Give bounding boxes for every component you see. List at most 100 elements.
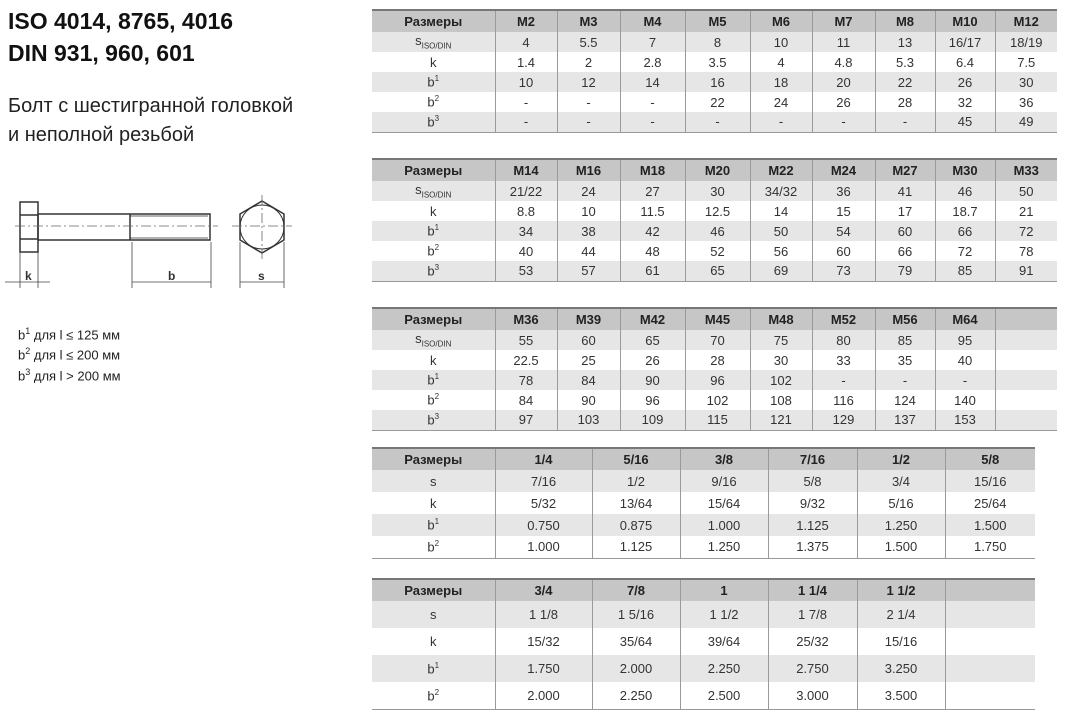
header-cell: M45 (684, 307, 750, 330)
value-cell: 40 (934, 350, 995, 370)
header-cell: 5/8 (944, 447, 1035, 470)
note-item: b1 для l ≤ 125 мм (18, 326, 121, 343)
value-cell (994, 350, 1057, 370)
label-s: s (258, 269, 265, 283)
value-cell: 3.250 (856, 655, 945, 682)
value-cell: 96 (619, 390, 685, 410)
value-cell: 1.000 (494, 536, 592, 559)
standard-din: DIN 931, 960, 601 (8, 40, 195, 66)
value-cell: 9/16 (679, 470, 768, 492)
value-cell: 55 (494, 330, 557, 350)
table-row: s 7/16 1/2 9/16 5/8 3/4 15/16 (372, 470, 1035, 492)
value-cell: 1.000 (679, 514, 768, 536)
value-cell: 84 (494, 390, 557, 410)
value-cell: 30 (684, 181, 750, 201)
value-cell: 5/32 (494, 492, 592, 514)
value-cell: - (619, 112, 685, 133)
value-cell: 2.250 (679, 655, 768, 682)
size-table: Размеры M14 M16 M18 M20 M22 M24 M27 M30 M33 sISO/D… (372, 158, 1057, 282)
value-cell: 115 (684, 410, 750, 431)
value-cell: 18/19 (994, 32, 1057, 52)
value-cell: 79 (874, 261, 935, 282)
table-row: k 8.8 10 11.5 12.5 14 15 17 18.7 21 (372, 201, 1057, 221)
table-row: b1 10 12 14 16 18 20 22 26 30 (372, 72, 1057, 92)
value-cell: 49 (994, 112, 1057, 133)
value-cell: 40 (494, 241, 557, 261)
value-cell: 15/64 (679, 492, 768, 514)
value-cell: 1.250 (856, 514, 945, 536)
value-cell (994, 390, 1057, 410)
value-cell: 69 (749, 261, 812, 282)
standard-iso: ISO 4014, 8765, 4016 (8, 8, 234, 34)
value-cell: 10 (494, 72, 557, 92)
note-item: b3 для l > 200 мм (18, 366, 121, 383)
table-header: Размеры 1/4 5/16 3/8 7/16 1/2 5/8 (372, 447, 1035, 470)
header-cell: 7/16 (767, 447, 857, 470)
value-cell: 45 (934, 112, 995, 133)
value-cell: 15/32 (494, 628, 592, 655)
value-cell: 16 (684, 72, 750, 92)
value-cell: 15/16 (944, 470, 1035, 492)
header-cell: Размеры (372, 447, 495, 470)
value-cell: 137 (874, 410, 935, 431)
value-cell: 12 (556, 72, 620, 92)
header-cell: 3/4 (494, 578, 592, 601)
value-cell: 48 (619, 241, 685, 261)
header-cell: Размеры (372, 158, 495, 181)
table-row: b1 78 84 90 96 102- - - (372, 370, 1057, 390)
row-label: sISO/DIN (372, 32, 495, 52)
value-cell: 57 (556, 261, 620, 282)
value-cell: 22 (684, 92, 750, 112)
value-cell: 56 (749, 241, 812, 261)
bolt-drawing: k b s (5, 195, 292, 288)
value-cell: 50 (749, 221, 812, 241)
value-cell: 109 (619, 410, 685, 431)
value-cell: - (934, 370, 995, 390)
value-cell: 6.4 (934, 52, 995, 72)
row-label: b2 (427, 243, 440, 259)
value-cell: 15 (811, 201, 875, 221)
value-cell: 9/32 (767, 492, 857, 514)
thread-length-notes: b1 для l ≤ 125 мм b2 для l ≤ 200 мм b3 д… (18, 323, 121, 384)
value-cell (944, 682, 1035, 710)
row-label: b1 (372, 370, 495, 390)
value-cell: - (494, 112, 557, 133)
value-cell: - (494, 92, 557, 112)
value-cell: 5.3 (874, 52, 935, 72)
value-cell: 1/2 (591, 470, 680, 492)
table-header: Размеры M2 M3 M4 M5 M6 M7 M8 M10 M12 (372, 9, 1057, 32)
value-cell: 44 (556, 241, 620, 261)
value-cell: 72 (994, 221, 1057, 241)
header-cell: M30 (934, 158, 995, 181)
value-cell: 2 1/4 (856, 601, 945, 628)
value-cell: 30 (994, 72, 1057, 92)
value-cell: 2.500 (679, 682, 768, 710)
subtitle-line1: Болт с шестигранной головкой (8, 95, 294, 117)
value-cell: 72 (934, 241, 995, 261)
value-cell: 0.875 (591, 514, 680, 536)
value-cell: 66 (874, 241, 935, 261)
table-row: k 1.4 2 2.8 3.5 4 4.8 5.3 6.4 7.5 (372, 52, 1057, 72)
value-cell: 1.250 (679, 536, 768, 559)
header-cell (944, 578, 1035, 601)
value-cell: 52 (684, 241, 750, 261)
row-label: s (372, 470, 495, 492)
row-label: b1 (372, 514, 495, 536)
value-cell: 22 (874, 72, 935, 92)
row-label: b2 (427, 94, 440, 110)
value-cell: - (684, 112, 750, 133)
value-cell: 1 1/2 (679, 601, 768, 628)
value-cell: 46 (934, 181, 995, 201)
value-cell: 4 (494, 32, 557, 52)
header-cell: 1 1/2 (856, 578, 945, 601)
value-cell: 30 (749, 350, 812, 370)
value-cell: 61 (619, 261, 685, 282)
value-cell: 35/64 (591, 628, 680, 655)
value-cell: 26 (619, 350, 685, 370)
value-cell: 2.250 (591, 682, 680, 710)
row-label: k (430, 634, 437, 649)
value-cell: 2 (556, 52, 620, 72)
value-cell: 28 (684, 350, 750, 370)
subtitle-line2: и неполной резьбой (8, 124, 195, 146)
value-cell: 121 (749, 410, 812, 431)
